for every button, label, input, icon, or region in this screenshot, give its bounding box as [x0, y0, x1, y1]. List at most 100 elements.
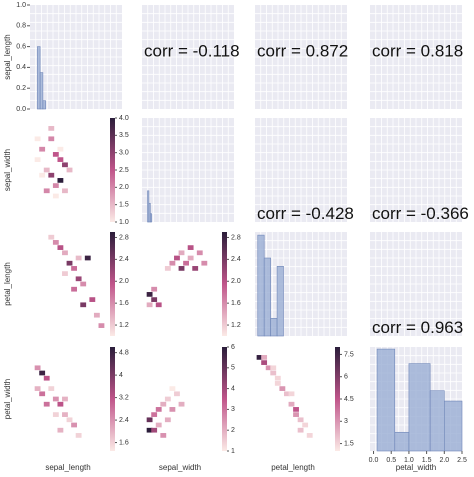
heatmap-cell: [43, 167, 50, 173]
heatmap-cell: [34, 386, 41, 391]
heatmap-cell: [52, 152, 59, 157]
heatmap-cell: [155, 302, 162, 308]
heatmap-background: [30, 347, 106, 451]
heatmap-cell: [160, 401, 167, 407]
colorbar: [110, 232, 115, 336]
heatmap-cell: [48, 136, 55, 142]
heatmap-cell: [62, 162, 68, 168]
colorbar-tick-label: 6: [231, 344, 235, 351]
heatmap-cell: [270, 365, 277, 371]
y-tick-label: 0.2: [16, 85, 26, 92]
colorbar-tick-label: 2.0: [119, 184, 129, 191]
heatmap-cell: [164, 266, 171, 271]
heatmap-cell: [164, 417, 171, 423]
corr-annotation: corr = 0.963: [372, 318, 463, 337]
heatmap-cell: [274, 375, 281, 381]
heatmap-cell: [174, 391, 180, 397]
histogram-bar: [149, 213, 152, 223]
x-tick-label: 0.0: [369, 457, 379, 464]
y-tick-label: 0.8: [16, 23, 26, 30]
colorbar-tick-label: 1.5: [119, 202, 129, 209]
heatmap-cell: [34, 157, 41, 162]
colorbar-tick-label: 1.6: [231, 300, 241, 307]
heatmap-cell: [164, 396, 171, 402]
heatmap-cell: [43, 375, 50, 381]
heatmap-cell: [62, 412, 68, 417]
heatmap-cell: [57, 401, 64, 407]
heatmap-cell: [48, 126, 55, 131]
heatmap-cell: [66, 417, 73, 423]
row-label: petal_length: [3, 262, 12, 306]
column-label: petal_length: [271, 463, 315, 472]
heatmap-cell: [62, 250, 68, 256]
colorbar-tick-label: 1.6: [119, 300, 129, 307]
colorbar-tick-label: 7.5: [344, 351, 354, 358]
heatmap-cell: [52, 240, 59, 245]
histogram-bar: [394, 431, 410, 452]
heatmap-cell: [71, 286, 78, 292]
corr-annotation: corr = -0.118: [144, 41, 240, 60]
heatmap-background: [255, 347, 331, 451]
histogram-bar: [39, 72, 44, 110]
heatmap-cell: [57, 146, 64, 152]
colorbar-tick-label: 3.2: [119, 394, 129, 401]
row-label: sepal_length: [3, 34, 12, 79]
heatmap-cell: [84, 255, 91, 261]
y-tick-label: 0.4: [16, 64, 26, 71]
heatmap-cell: [279, 386, 286, 391]
heatmap-cell: [34, 136, 41, 142]
colorbar: [335, 347, 340, 451]
heatmap-cell: [57, 245, 64, 250]
heatmap-cell: [75, 255, 82, 261]
heatmap-cell: [178, 401, 185, 407]
colorbar-tick-label: 2.4: [231, 256, 241, 263]
row-label: sepal_width: [3, 149, 12, 191]
colorbar-tick-label: 1.0: [119, 219, 129, 226]
colorbar-tick-label: 3: [231, 406, 235, 413]
heatmap-cell: [261, 355, 268, 360]
x-tick-label: 2.0: [439, 457, 449, 464]
heatmap-cell: [178, 250, 185, 256]
colorbar-tick-label: 5: [231, 365, 235, 372]
heatmap-cell: [48, 172, 55, 178]
colorbar-tick-label: 3: [344, 418, 348, 425]
y-tick-label: 0.6: [16, 43, 26, 50]
colorbar-tick-label: 1.2: [231, 322, 241, 329]
heatmap-cell: [151, 427, 158, 433]
heatmap-cell: [66, 260, 73, 266]
heatmap-cell: [48, 234, 55, 240]
colorbar: [110, 347, 115, 451]
heatmap-cell: [39, 146, 46, 152]
colorbar-tick-label: 2.5: [119, 167, 129, 174]
heatmap-cell: [160, 433, 167, 438]
x-tick-label: 1.0: [404, 457, 414, 464]
heatmap-cell: [187, 255, 194, 261]
heatmap-cell: [71, 266, 78, 271]
heatmap-cell: [34, 365, 41, 371]
heatmap-cell: [302, 422, 309, 428]
heatmap-cell: [52, 396, 59, 402]
colorbar: [222, 232, 227, 336]
heatmap-cell: [169, 386, 176, 391]
histogram-bar: [276, 266, 284, 337]
colorbar-tick-label: 6: [344, 374, 348, 381]
colorbar-tick-label: 2: [231, 427, 235, 434]
heatmap-cell: [146, 427, 153, 433]
x-tick-label: 0.5: [386, 457, 396, 464]
heatmap-cell: [62, 271, 68, 276]
colorbar-tick-label: 4: [231, 385, 235, 392]
heatmap-cell: [43, 401, 50, 407]
heatmap-cell: [293, 407, 299, 412]
colorbar-tick-label: 2.0: [231, 278, 241, 285]
colorbar-tick-label: 2.8: [119, 234, 129, 241]
heatmap-cell: [297, 417, 304, 423]
histogram-bar: [429, 390, 445, 452]
heatmap-cell: [57, 157, 64, 162]
colorbar-tick-label: 4.0: [119, 115, 129, 122]
colorbar-tick-label: 2.4: [119, 256, 129, 263]
histogram-bar: [257, 234, 265, 337]
heatmap-cell: [93, 312, 100, 318]
colorbar-tick-label: 3.5: [119, 132, 129, 139]
colorbar-tick-label: 2.0: [119, 278, 129, 285]
heatmap-cell: [66, 167, 73, 173]
